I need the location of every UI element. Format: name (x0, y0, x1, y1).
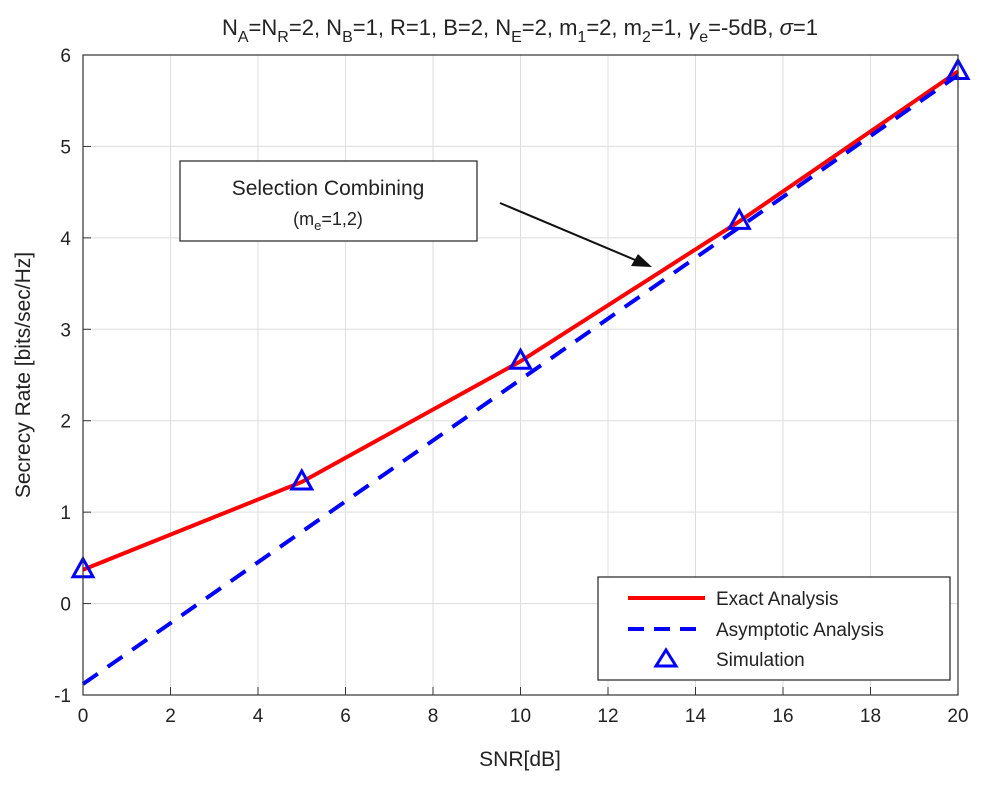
legend-asymptotic-label: Asymptotic Analysis (716, 620, 884, 641)
x-tick-label: 4 (253, 706, 264, 727)
x-tick-label: 18 (860, 706, 881, 727)
x-tick-label: 6 (340, 706, 351, 727)
annotation-box (179, 160, 478, 242)
y-tick-label: 5 (60, 137, 71, 158)
x-tick-label: 12 (597, 706, 618, 727)
chart-title: NA=NR=2, NB=1, R=1, B=2, NE=2, m1=2, m2=… (222, 15, 818, 46)
x-tick-label: 0 (78, 706, 89, 727)
series (70, 57, 971, 686)
y-axis-label: Secrecy Rate [bits/sec/Hz] (12, 252, 35, 498)
simulation-point (726, 207, 752, 230)
y-tick-label: 1 (60, 503, 71, 524)
x-tick-label: 20 (947, 706, 968, 727)
legend-exact-label: Exact Analysis (716, 589, 839, 610)
annotation: Selection Combining (me=1,2) (179, 160, 652, 267)
x-tick-label: 10 (510, 706, 531, 727)
y-tick-label: -1 (54, 686, 71, 707)
legend: Exact Analysis Asymptotic Analysis Simul… (597, 576, 951, 681)
x-axis-label: SNR[dB] (479, 748, 561, 771)
simulation-point (289, 467, 315, 491)
arrow-head-icon (631, 254, 652, 267)
y-tick-label: 4 (60, 229, 71, 250)
x-tick-label: 8 (428, 706, 439, 727)
plot-frame (82, 54, 959, 696)
legend-simulation-label: Simulation (716, 650, 805, 671)
y-tick-label: 0 (60, 595, 71, 616)
annotation-line1: Selection Combining (232, 177, 425, 200)
simulation-point (507, 347, 534, 370)
legend-simulation-triangle-icon (653, 647, 679, 668)
y-tick-label: 6 (60, 46, 71, 67)
series-exact-line (82, 69, 960, 572)
x-tick-label: 2 (165, 706, 176, 727)
y-tick-label: 2 (60, 412, 71, 433)
y-tick-label: 3 (60, 320, 71, 341)
x-tick-label: 14 (685, 706, 707, 727)
x-tick-label: 16 (772, 706, 793, 727)
annotation-line2: (me=1,2) (293, 209, 363, 233)
annotation-arrow (499, 202, 641, 263)
